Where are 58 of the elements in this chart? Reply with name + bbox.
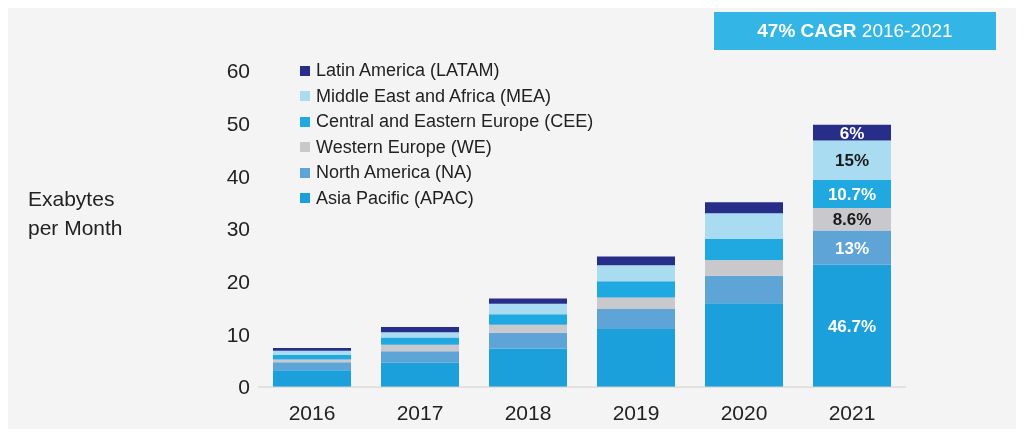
bar xyxy=(705,260,783,276)
annotation: 10.7% xyxy=(827,184,877,204)
bar xyxy=(813,264,891,387)
bar xyxy=(597,281,675,298)
bar xyxy=(705,239,783,261)
bar xyxy=(597,297,675,310)
bar xyxy=(489,303,567,315)
bar xyxy=(489,324,567,333)
bar xyxy=(597,256,675,266)
y-tick-label: 10 xyxy=(226,322,250,346)
bar xyxy=(489,298,567,304)
bar xyxy=(273,362,351,371)
x-tick-label: 2021 xyxy=(828,400,876,424)
x-tick-label: 2016 xyxy=(288,400,336,424)
bar xyxy=(489,348,567,387)
bar xyxy=(705,202,783,214)
bar xyxy=(597,265,675,282)
bar xyxy=(381,362,459,387)
bar xyxy=(489,314,567,325)
legend-label: Western Europe (WE) xyxy=(316,135,492,159)
bar xyxy=(381,332,459,338)
y-tick-label: 40 xyxy=(226,164,250,188)
x-tick-label: 2017 xyxy=(396,400,444,424)
annotation: 6% xyxy=(839,123,865,143)
annotation: 8.6% xyxy=(832,210,872,230)
bar xyxy=(381,337,459,345)
bar xyxy=(381,344,459,352)
annotation: 15% xyxy=(834,151,870,171)
bar xyxy=(597,329,675,387)
bar xyxy=(705,275,783,304)
y-axis-title: Exabytes per Month xyxy=(28,186,123,241)
bar xyxy=(381,351,459,363)
legend-label: Middle East and Africa (MEA) xyxy=(316,84,552,108)
bar xyxy=(813,140,891,181)
bar xyxy=(273,350,351,355)
bar xyxy=(273,370,351,387)
y-tick-label: 50 xyxy=(226,112,250,136)
y-tick-label: 30 xyxy=(226,217,250,241)
legend-label: Latin America (LATAM) xyxy=(316,59,500,82)
bar xyxy=(381,326,459,333)
legend-label: Asia Pacific (APAC) xyxy=(316,186,474,210)
bar xyxy=(705,213,783,240)
annotation: 13% xyxy=(834,238,870,258)
x-tick-label: 2018 xyxy=(504,400,552,424)
x-tick-label: 2019 xyxy=(612,400,660,424)
bar xyxy=(273,354,351,360)
text: 47% CAGR 2016-2021 xyxy=(714,12,996,50)
legend-label: North America (NA) xyxy=(316,161,473,184)
bar xyxy=(705,303,783,387)
bar xyxy=(273,348,351,351)
y-tick-label: 20 xyxy=(226,270,250,294)
legend-label: Central and Eastern Europe (CEE) xyxy=(316,110,594,133)
x-tick-label: 2020 xyxy=(720,400,768,424)
y-tick-label: 0 xyxy=(238,375,250,399)
bar xyxy=(597,309,675,330)
y-tick-label: 60 xyxy=(226,59,250,83)
bar xyxy=(489,332,567,349)
annotation: 46.7% xyxy=(827,316,877,336)
